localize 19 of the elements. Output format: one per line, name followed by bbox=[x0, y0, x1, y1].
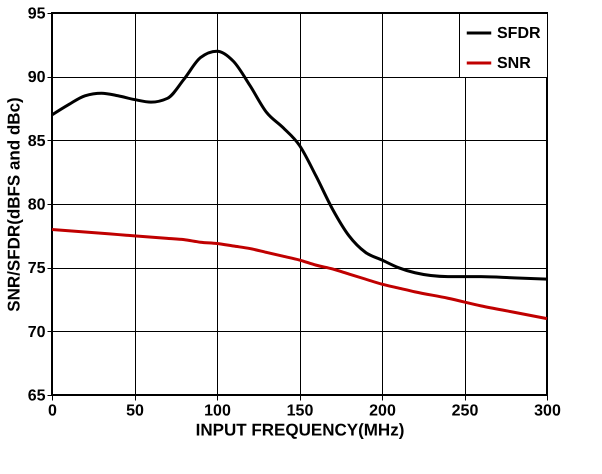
line-series bbox=[50, 228, 548, 320]
x-axis-title: INPUT FREQUENCY(MHz) bbox=[196, 420, 404, 440]
legend-label: SFDR bbox=[497, 25, 541, 42]
x-tick-label: 300 bbox=[534, 402, 561, 420]
legend-label: SNR bbox=[497, 55, 532, 72]
x-tick-label: 200 bbox=[369, 402, 396, 420]
y-axis-title: SNR/SFDR(dBFS and dBc) bbox=[4, 97, 24, 312]
y-tick-label: 70 bbox=[28, 324, 46, 341]
y-tick-label: 80 bbox=[28, 196, 46, 214]
x-tick-label: 250 bbox=[452, 402, 478, 420]
x-tick-label: 50 bbox=[126, 402, 144, 420]
x-tick-label: 150 bbox=[286, 402, 314, 420]
x-tick-label: 0 bbox=[48, 402, 58, 420]
y-tick-label: 95 bbox=[28, 6, 46, 22]
y-tick-label: 85 bbox=[28, 132, 46, 150]
y-tick-label: 90 bbox=[28, 69, 46, 86]
x-tick-label: 100 bbox=[204, 402, 231, 420]
y-tick-label: 75 bbox=[28, 260, 46, 278]
y-tick-label: 65 bbox=[28, 388, 46, 404]
